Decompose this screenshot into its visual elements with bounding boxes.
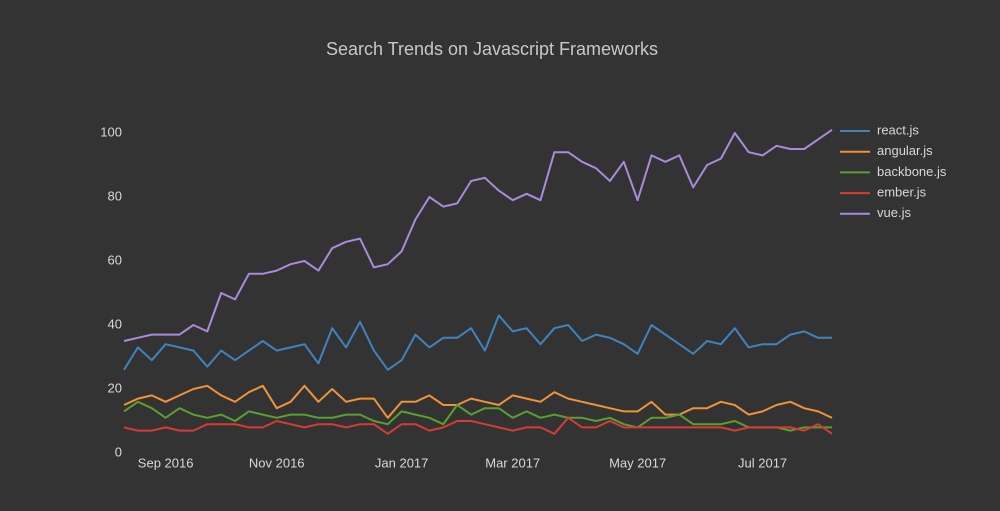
- y-tick-label: 100: [100, 124, 122, 139]
- x-tick-label: Nov 2016: [249, 455, 305, 470]
- legend-label: backbone.js: [877, 164, 947, 179]
- legend-label: vue.js: [877, 205, 911, 220]
- x-tick-label: Jan 2017: [375, 455, 429, 470]
- x-tick-label: May 2017: [609, 455, 666, 470]
- line-series: [123, 128, 833, 342]
- y-tick-label: 80: [108, 188, 122, 203]
- legend-label: ember.js: [877, 185, 927, 200]
- line-series: [123, 384, 833, 419]
- x-tick-label: Jul 2017: [738, 455, 787, 470]
- y-tick-label: 20: [108, 380, 122, 395]
- y-tick-label: 60: [108, 252, 122, 267]
- line-series: [123, 416, 833, 435]
- line-series: [123, 314, 832, 371]
- legend-label: angular.js: [877, 143, 933, 158]
- line-series: [123, 400, 832, 432]
- y-tick-label: 40: [108, 316, 122, 331]
- chart-title: Search Trends on Javascript Frameworks: [326, 39, 658, 59]
- x-tick-label: Mar 2017: [485, 455, 540, 470]
- x-tick-label: Sep 2016: [138, 455, 194, 470]
- y-tick-label: 0: [115, 444, 122, 459]
- legend-label: react.js: [877, 122, 919, 137]
